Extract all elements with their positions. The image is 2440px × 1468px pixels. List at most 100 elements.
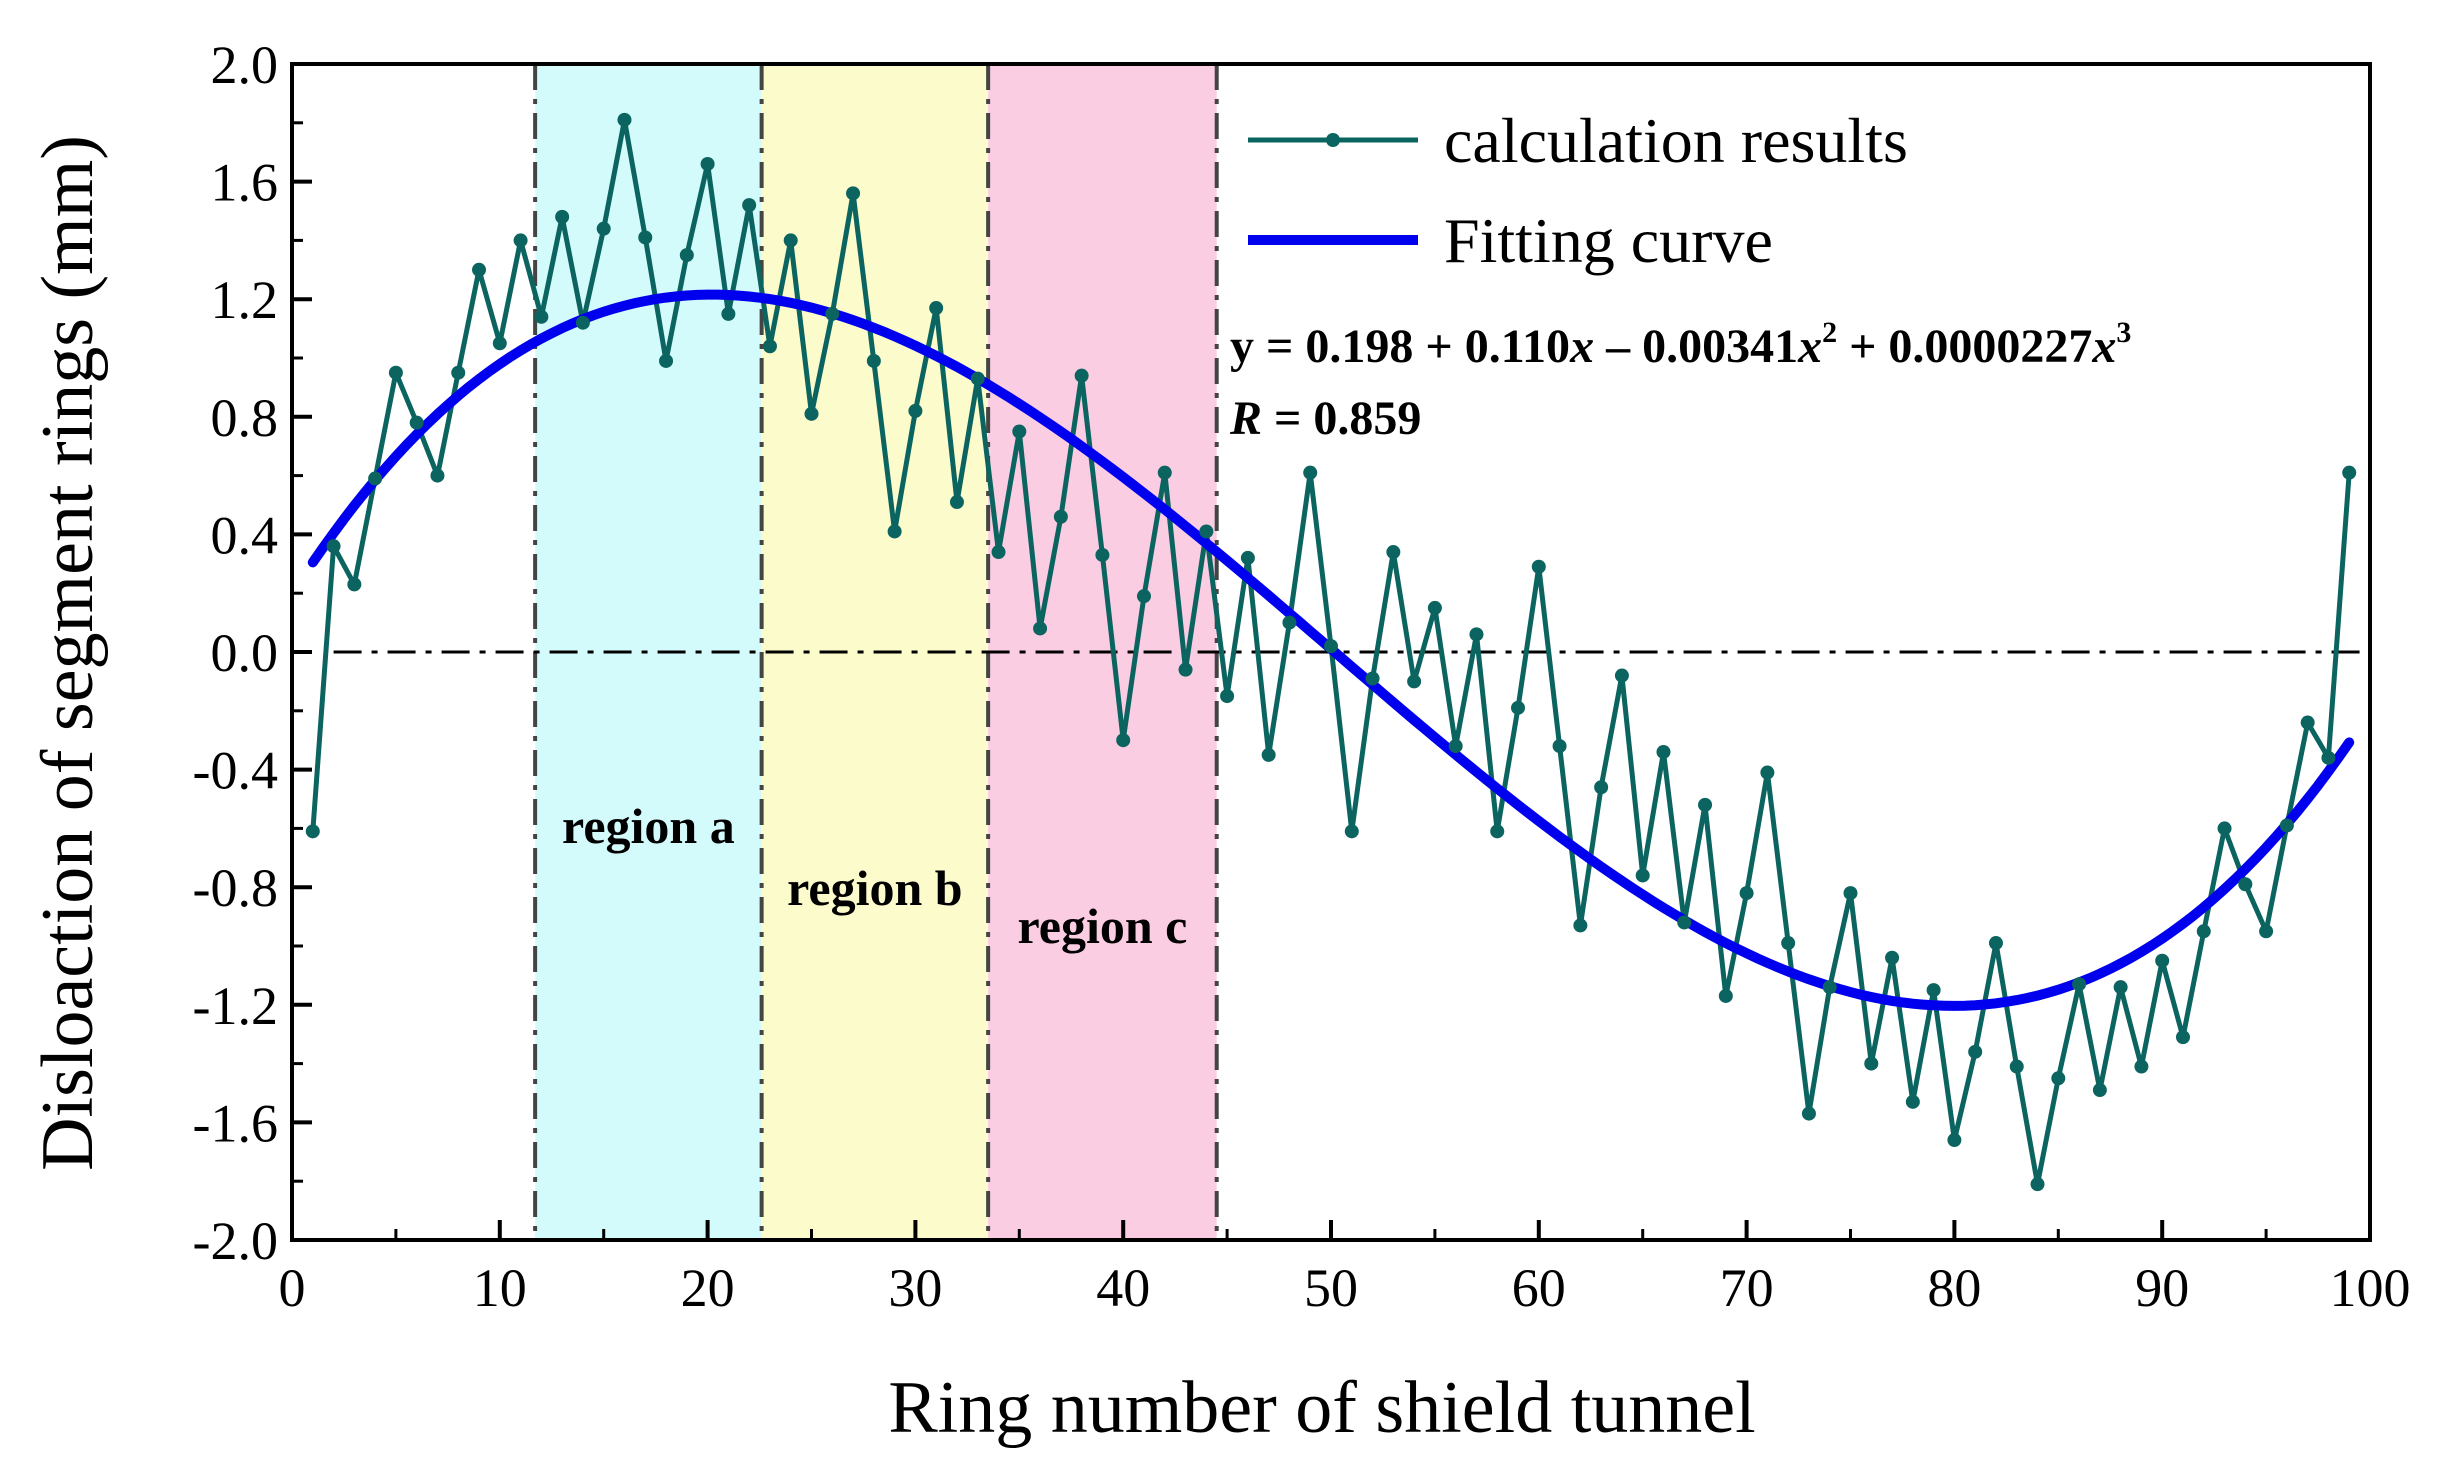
data-point-92 [2196, 924, 2211, 939]
data-point-75 [1843, 886, 1858, 901]
data-point-71 [1760, 765, 1775, 780]
data-point-58 [1490, 824, 1505, 839]
data-point-72 [1781, 936, 1796, 951]
data-point-95 [2259, 924, 2274, 939]
data-point-47 [1261, 747, 1276, 762]
x-tick-label-50: 50 [1304, 1258, 1358, 1318]
data-point-85 [2051, 1071, 2066, 1086]
y-tick-label-1.6: 1.6 [211, 153, 279, 213]
fit-equation: y = 0.198 + 0.110x – 0.00341x2 + 0.00002… [1230, 316, 2131, 373]
data-point-94 [2238, 877, 2253, 892]
y-tick-label--0.8: -0.8 [193, 858, 278, 918]
data-point-96 [2279, 818, 2294, 833]
eq-var-x1: x [1569, 320, 1594, 373]
data-point-5 [388, 365, 403, 380]
y-axis-title: Disloaction of segment rings (mm) [27, 135, 109, 1171]
data-point-7 [430, 468, 445, 483]
x-tick-label-0: 0 [279, 1258, 306, 1318]
eq-var-x3: x [2091, 320, 2116, 373]
x-tick-label-40: 40 [1096, 1258, 1150, 1318]
data-point-66 [1656, 744, 1671, 759]
data-point-76 [1864, 1056, 1879, 1071]
x-tick-label-60: 60 [1512, 1258, 1566, 1318]
data-point-13 [555, 209, 570, 224]
data-point-90 [2155, 953, 2170, 968]
data-point-57 [1469, 627, 1484, 642]
data-point-69 [1718, 988, 1733, 1003]
data-point-35 [1012, 424, 1027, 439]
data-point-99 [2342, 465, 2357, 480]
x-axis-title: Ring number of shield tunnel [888, 1367, 1755, 1449]
x-tick-label-80: 80 [1927, 1258, 1981, 1318]
data-point-80 [1947, 1133, 1962, 1148]
eq-exp-3: 3 [2116, 316, 2131, 349]
data-point-9 [472, 262, 487, 277]
data-point-17 [638, 230, 653, 245]
y-tick-label-0.0: 0.0 [211, 623, 279, 683]
data-point-27 [846, 186, 861, 201]
data-point-91 [2175, 1030, 2190, 1045]
data-point-20 [700, 156, 715, 171]
data-point-87 [2092, 1083, 2107, 1098]
data-point-53 [1386, 545, 1401, 560]
data-point-10 [492, 336, 507, 351]
x-tick-label-90: 90 [2135, 1258, 2189, 1318]
x-tick-label-30: 30 [888, 1258, 942, 1318]
data-point-42 [1157, 465, 1172, 480]
data-point-98 [2321, 750, 2336, 765]
data-point-60 [1531, 559, 1546, 574]
data-point-39 [1095, 547, 1110, 562]
data-point-37 [1053, 509, 1068, 524]
eq-part-intercept: y = 0.198 + 0.110 [1230, 320, 1570, 373]
data-point-55 [1427, 600, 1442, 615]
data-point-22 [742, 198, 757, 213]
data-point-43 [1178, 662, 1193, 677]
data-point-26 [825, 306, 840, 321]
data-point-59 [1511, 700, 1526, 715]
y-tick-label--0.4: -0.4 [193, 741, 278, 801]
data-point-24 [783, 233, 798, 248]
data-layer [305, 112, 2357, 1192]
region-label-2: region b [787, 860, 963, 916]
data-point-38 [1074, 368, 1089, 383]
data-point-79 [1926, 983, 1941, 998]
data-point-16 [617, 112, 632, 127]
y-tick-label-2.0: 2.0 [211, 35, 279, 95]
data-point-82 [1988, 936, 2003, 951]
data-point-97 [2300, 715, 2315, 730]
eq-part-quadratic: – 0.00341 [1594, 320, 1798, 373]
data-point-32 [949, 495, 964, 510]
data-point-36 [1033, 621, 1048, 636]
data-point-3 [347, 577, 362, 592]
data-point-54 [1407, 674, 1422, 689]
data-point-18 [659, 353, 674, 368]
data-point-68 [1698, 797, 1713, 812]
y-tick-label-1.2: 1.2 [211, 270, 279, 330]
y-tick-label--2.0: -2.0 [193, 1211, 278, 1271]
data-point-63 [1594, 780, 1609, 795]
y-axis-ticks: 2.0 1.6 1.2 0.8 0.4 0.0 -0.4 -0.8 -1.2 -1.6 -2.0 [193, 35, 312, 1271]
data-point-19 [679, 248, 694, 263]
data-point-15 [596, 221, 611, 236]
data-point-30 [908, 403, 923, 418]
data-point-21 [721, 306, 736, 321]
data-point-52 [1365, 671, 1380, 686]
fit-equation-annotation: y = 0.198 + 0.110x – 0.00341x2 + 0.00002… [1229, 316, 2131, 445]
fit-r-value: R = 0.859 [1229, 392, 1421, 445]
data-point-33 [970, 371, 985, 386]
data-point-64 [1614, 668, 1629, 683]
data-point-74 [1822, 980, 1837, 995]
data-point-86 [2072, 977, 2087, 992]
y-tick-label--1.2: -1.2 [193, 976, 278, 1036]
data-point-93 [2217, 821, 2232, 836]
eq-exp-2: 2 [1822, 316, 1837, 349]
data-point-51 [1344, 824, 1359, 839]
data-point-23 [762, 339, 777, 354]
region-label-1: region a [562, 798, 735, 854]
data-point-61 [1552, 739, 1567, 754]
data-point-25 [804, 406, 819, 421]
eq-var-x2: x [1797, 320, 1822, 373]
x-tick-label-20: 20 [681, 1258, 735, 1318]
data-point-6 [409, 415, 424, 430]
r-symbol: R [1229, 392, 1262, 445]
